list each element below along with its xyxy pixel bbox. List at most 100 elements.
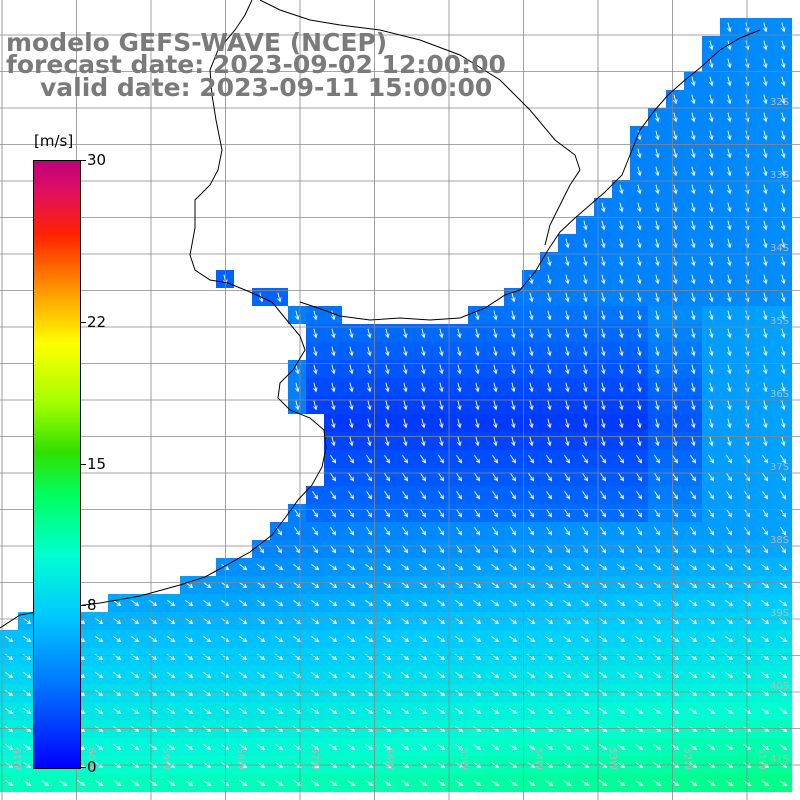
wind-arrow xyxy=(95,690,104,697)
wind-arrow xyxy=(203,600,212,607)
wind-arrow xyxy=(691,238,696,249)
wind-arrow xyxy=(421,328,426,339)
wind-arrow xyxy=(709,310,714,321)
wind-arrow xyxy=(763,166,768,177)
wind-arrow xyxy=(455,744,464,751)
wind-arrow xyxy=(474,473,481,482)
wind-arrow xyxy=(275,726,284,733)
wind-arrow xyxy=(275,672,284,679)
wind-arrow xyxy=(475,364,480,375)
wind-arrow xyxy=(167,780,176,787)
wind-arrow xyxy=(474,527,481,536)
wind-arrow xyxy=(5,708,14,715)
wind-arrow xyxy=(457,364,462,375)
wind-arrow xyxy=(618,509,625,518)
wind-arrow xyxy=(546,545,553,554)
wind-arrow xyxy=(691,328,696,339)
wind-arrow xyxy=(402,473,409,482)
wind-arrow xyxy=(727,130,732,141)
wind-arrow xyxy=(421,364,426,375)
wind-arrow xyxy=(619,274,624,285)
latitude-label: 35S xyxy=(770,316,789,327)
wind-arrow xyxy=(384,455,391,464)
wind-arrow xyxy=(5,672,14,679)
wind-arrow xyxy=(726,509,733,518)
wind-arrow xyxy=(221,726,230,733)
wind-arrow xyxy=(709,94,714,105)
wind-arrow xyxy=(294,509,301,518)
wind-arrow xyxy=(547,310,552,321)
wind-arrow xyxy=(311,564,320,571)
wind-arrow xyxy=(781,112,786,123)
wind-arrow xyxy=(77,780,86,787)
wind-arrow xyxy=(403,418,408,429)
wind-arrow xyxy=(636,509,643,518)
wind-arrow xyxy=(239,708,248,715)
wind-arrow xyxy=(131,636,140,643)
wind-arrow xyxy=(239,726,248,733)
wind-arrow xyxy=(365,672,374,679)
wind-arrow xyxy=(581,636,590,643)
wind-arrow xyxy=(582,473,589,482)
wind-arrow xyxy=(221,672,230,679)
wind-arrow xyxy=(203,690,212,697)
wind-arrow xyxy=(131,726,140,733)
wind-arrow xyxy=(203,636,212,643)
wind-arrow xyxy=(655,364,660,375)
wind-arrow xyxy=(763,238,768,249)
wind-arrow xyxy=(673,274,678,285)
wind-arrow xyxy=(331,400,336,411)
wind-arrow xyxy=(419,744,428,751)
wind-arrow xyxy=(403,382,408,393)
wind-arrow xyxy=(366,527,373,536)
wind-arrow xyxy=(565,256,570,267)
wind-arrow xyxy=(618,455,625,464)
wind-arrow xyxy=(491,744,500,751)
wind-arrow xyxy=(563,744,572,751)
wind-arrow xyxy=(384,473,391,482)
wind-arrow xyxy=(761,672,770,679)
wind-arrow xyxy=(781,166,786,177)
wind-arrow xyxy=(617,690,626,697)
wind-arrow xyxy=(509,672,518,679)
wind-arrow xyxy=(637,292,642,303)
colorbar-tick-label: 0 xyxy=(87,758,97,776)
wind-arrow xyxy=(763,400,768,411)
wind-arrow xyxy=(455,564,464,571)
wind-arrow xyxy=(547,400,552,411)
wind-arrow xyxy=(635,780,644,787)
colorbar-tick-mark xyxy=(80,321,86,323)
wind-arrow xyxy=(401,708,410,715)
wind-arrow xyxy=(581,726,590,733)
wind-arrow xyxy=(565,238,570,249)
wind-arrow xyxy=(95,708,104,715)
wind-arrow xyxy=(403,400,408,411)
wind-arrow xyxy=(221,708,230,715)
wind-arrow xyxy=(365,744,374,751)
wind-arrow xyxy=(637,274,642,285)
wind-arrow xyxy=(689,708,698,715)
wind-arrow xyxy=(545,636,554,643)
wind-arrow xyxy=(421,346,426,357)
wind-arrow xyxy=(709,382,714,393)
wind-arrow xyxy=(725,672,734,679)
wind-arrow xyxy=(383,636,392,643)
wind-arrow xyxy=(329,600,338,607)
wind-arrow xyxy=(509,708,518,715)
wind-arrow xyxy=(384,545,391,554)
wind-arrow xyxy=(709,202,714,213)
wind-arrow xyxy=(437,600,446,607)
wind-arrow xyxy=(781,238,786,249)
wind-arrow xyxy=(367,436,372,447)
wind-arrow xyxy=(563,564,572,571)
latitude-label: 40S xyxy=(770,681,789,692)
wind-arrow xyxy=(762,545,769,554)
wind-arrow xyxy=(474,491,481,500)
wind-arrow xyxy=(673,292,678,303)
wind-arrow xyxy=(709,436,714,447)
wind-arrow xyxy=(691,130,696,141)
wind-arrow xyxy=(347,708,356,715)
wind-arrow xyxy=(492,527,499,536)
wind-arrow xyxy=(619,418,624,429)
wind-arrow xyxy=(761,726,770,733)
